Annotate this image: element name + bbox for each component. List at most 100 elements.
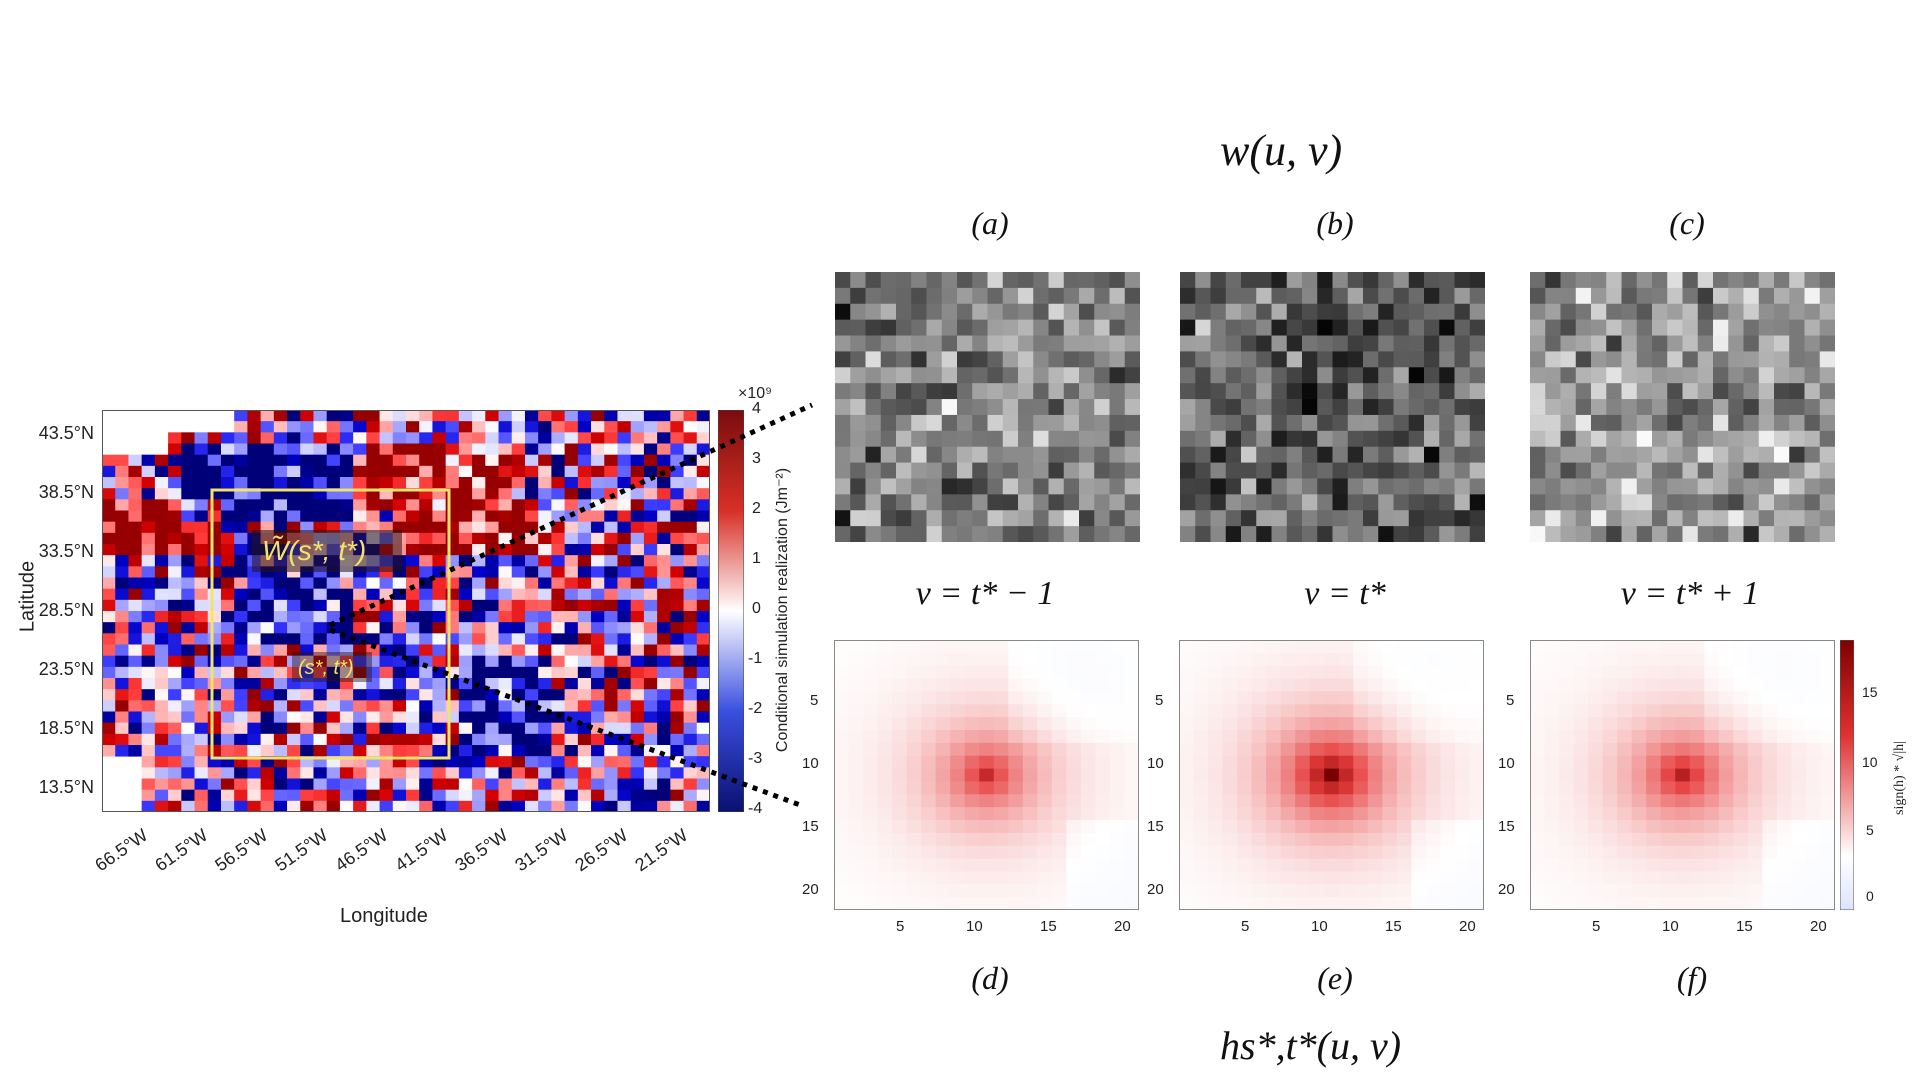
map-cell <box>657 499 671 511</box>
map-cell <box>511 778 526 791</box>
map-cell <box>207 789 222 802</box>
map-cell <box>524 544 539 556</box>
heat-cell <box>1179 678 1194 692</box>
heat-cell <box>1747 768 1763 782</box>
heat-cell <box>1309 730 1325 744</box>
heat-cell <box>1037 781 1053 795</box>
map-cell <box>194 599 209 612</box>
heat-cell <box>1733 755 1749 769</box>
lat-tick: 38.5°N <box>38 482 94 502</box>
map-cell <box>207 644 222 657</box>
map-cell <box>115 532 129 545</box>
heat-cell <box>1559 717 1574 731</box>
map-cell <box>287 421 301 433</box>
v-label-1: v = t* − 1 <box>915 575 1055 612</box>
map-cell <box>234 644 248 657</box>
heat-cell <box>1675 832 1691 847</box>
heat-cell <box>1208 730 1223 744</box>
noise-cell <box>1606 272 1622 289</box>
noise-cell <box>1225 303 1242 321</box>
noise-cell <box>926 414 943 432</box>
heat-cell <box>1469 845 1484 859</box>
map-cell <box>577 611 592 623</box>
heat-cell <box>1353 858 1369 872</box>
map-cell <box>181 521 195 534</box>
noise-cell <box>1774 526 1790 542</box>
x-tick: 5 <box>1592 918 1601 935</box>
map-cell <box>353 678 367 690</box>
noise-cell <box>1063 367 1080 384</box>
noise-cell <box>1317 399 1333 416</box>
noise-cell <box>1271 446 1288 463</box>
heat-cell <box>921 652 937 667</box>
heat-cell <box>1675 807 1691 821</box>
map-cell <box>154 711 169 724</box>
heat-cell <box>1396 678 1412 692</box>
heat-cb-label: sign(h) * √|h| <box>1892 741 1907 815</box>
map-cell <box>392 778 407 791</box>
map-cell <box>273 421 288 433</box>
heat-cell <box>1367 717 1383 731</box>
noise-cell <box>1774 272 1790 289</box>
heat-cell <box>1733 652 1749 667</box>
heat-cell <box>1324 794 1340 808</box>
noise-cell <box>1079 478 1095 495</box>
map-cell <box>234 532 248 545</box>
map-cell <box>432 789 447 802</box>
heat-cell <box>906 807 922 821</box>
map-cell <box>445 521 460 534</box>
map-cell <box>287 733 301 746</box>
heat-cell <box>1588 768 1604 782</box>
heat-cell <box>1718 768 1734 782</box>
map-cell <box>168 477 182 489</box>
noise-cell <box>1347 462 1364 479</box>
map-cell <box>591 689 605 701</box>
map-cell <box>141 778 156 791</box>
heat-cell <box>1382 717 1398 731</box>
noise-cell <box>1621 430 1638 448</box>
map-cell <box>128 510 143 523</box>
heat-cell <box>1324 871 1340 885</box>
noise-cell <box>911 414 927 432</box>
heat-cell <box>1280 820 1296 834</box>
map-cell <box>696 443 710 456</box>
heat-cell <box>1222 691 1238 705</box>
noise-cell <box>1530 462 1546 479</box>
map-cell <box>154 767 169 779</box>
heat-cell <box>892 794 908 808</box>
heat-cell <box>1237 897 1253 910</box>
map-cell <box>551 432 566 444</box>
map-cell <box>181 566 195 578</box>
map-cell <box>102 611 116 623</box>
noise-cell <box>1079 399 1095 416</box>
noise-cell <box>1591 383 1607 400</box>
map-cell <box>432 622 447 634</box>
y-tick: 10 <box>802 755 819 772</box>
heat-cell <box>1037 832 1053 847</box>
map-frame <box>102 410 710 812</box>
heat-cell <box>1776 897 1792 910</box>
noise-cell <box>1094 494 1110 511</box>
noise-cell <box>1124 462 1140 479</box>
noise-cell <box>1363 383 1379 400</box>
map-cell <box>247 477 262 489</box>
map-cell <box>234 745 248 757</box>
noise-cell <box>1621 351 1638 368</box>
noise-cell <box>1545 414 1561 432</box>
map-cell <box>102 633 116 645</box>
heat-cell <box>1733 678 1749 692</box>
noise-cell <box>1469 319 1485 336</box>
noise-cell <box>1286 414 1303 432</box>
heat-cell <box>1295 730 1311 744</box>
map-cell <box>260 666 275 679</box>
map-cell <box>564 655 579 668</box>
noise-cell <box>1225 414 1242 432</box>
map-cell <box>617 722 632 735</box>
heat-cell <box>1324 730 1340 744</box>
map-cell <box>445 443 460 456</box>
heat-cell <box>1776 704 1792 718</box>
heat-cell <box>1109 652 1125 667</box>
map-cell <box>194 510 209 523</box>
map-cell <box>247 510 262 523</box>
map-cell <box>220 599 235 612</box>
